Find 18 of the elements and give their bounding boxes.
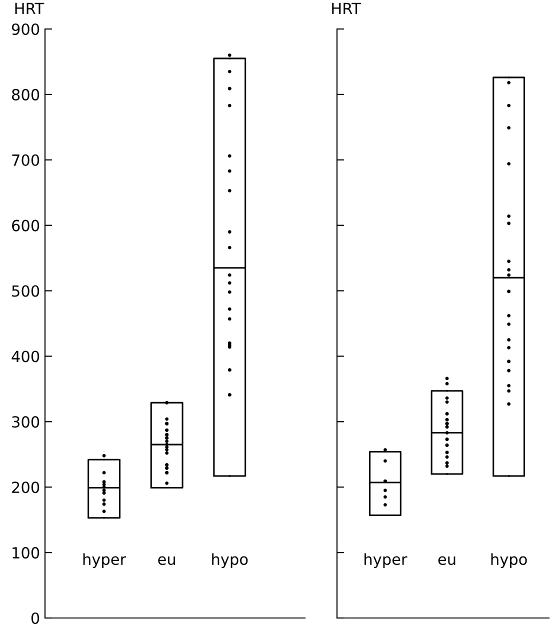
y-tick-label: 100 — [12, 547, 40, 559]
y-tick-label: 600 — [12, 220, 40, 232]
x-tick-label: eu — [438, 556, 456, 566]
y-tick-label: 0 — [31, 612, 40, 624]
y-tick-label: 300 — [12, 416, 40, 428]
x-tick-label: hypo — [212, 553, 248, 568]
y-tick-label: 200 — [12, 482, 40, 494]
y-tick-label: 400 — [12, 350, 40, 362]
x-tick-label: eu — [158, 556, 175, 566]
x-tick-label: hyper — [83, 553, 126, 568]
x-tick-label: hypo — [491, 553, 527, 568]
y-tick-label: 900 — [12, 23, 40, 36]
y-axis-title: HRT — [332, 2, 362, 14]
x-tick-label: hyper — [364, 553, 408, 568]
y-tick-label: 500 — [12, 285, 40, 297]
y-tick-label: 700 — [12, 154, 40, 166]
y-axis-title: HRT — [15, 2, 44, 14]
y-tick-label: 800 — [12, 88, 40, 100]
